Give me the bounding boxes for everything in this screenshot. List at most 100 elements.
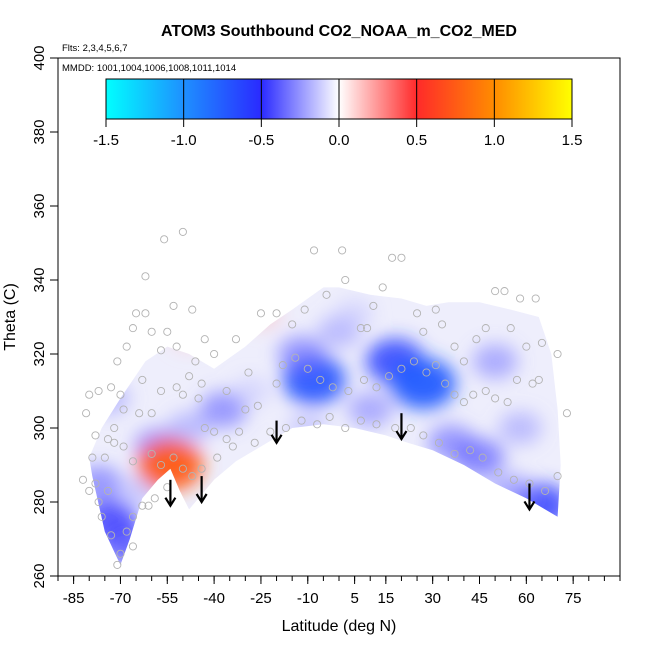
sample-point xyxy=(85,390,94,399)
sample-point xyxy=(200,423,209,433)
sample-point xyxy=(359,375,369,384)
sample-point xyxy=(553,349,562,359)
colorbar-tick-label: 1.5 xyxy=(562,132,583,149)
colorbar-tick-label: -1.5 xyxy=(93,132,119,149)
sample-point xyxy=(188,472,197,481)
sample-point xyxy=(141,309,150,318)
sample-point xyxy=(516,294,525,303)
sample-point xyxy=(528,379,537,388)
colorbar: -1.5 -1.0 -0.5 0.0 0.5 1.0 1.5 xyxy=(93,78,583,149)
sample-point xyxy=(431,361,440,370)
sample-point xyxy=(562,409,571,418)
sample-point xyxy=(553,472,562,481)
sample-point xyxy=(253,401,262,410)
sample-point xyxy=(100,453,109,462)
sample-point xyxy=(169,301,178,310)
anomaly-cell xyxy=(240,298,281,329)
y-tick-label: 340 xyxy=(31,267,48,292)
sample-point xyxy=(128,324,137,333)
sample-point xyxy=(450,342,459,351)
sample-point xyxy=(191,357,200,366)
sample-point xyxy=(128,512,137,521)
sample-point xyxy=(422,368,431,377)
sample-point xyxy=(391,423,400,433)
sample-point xyxy=(178,390,187,399)
colorbar-tick-label: 1.0 xyxy=(484,132,505,149)
x-tick-label: 60 xyxy=(518,590,535,607)
sample-point xyxy=(406,423,415,433)
x-tick-label: 30 xyxy=(424,590,441,607)
anomaly-cell xyxy=(454,438,505,477)
sample-point xyxy=(132,309,141,318)
sample-point xyxy=(156,346,166,355)
sample-point xyxy=(344,386,353,396)
sample-point xyxy=(356,324,365,333)
sample-point xyxy=(459,398,468,407)
sample-point xyxy=(128,542,137,551)
sample-point xyxy=(288,320,297,329)
sample-point xyxy=(94,386,103,396)
y-tick-label: 300 xyxy=(31,415,48,440)
colorbar-tick-label: -1.0 xyxy=(171,132,197,149)
sample-point xyxy=(116,549,125,558)
sample-point xyxy=(388,253,397,262)
x-tick-label: -55 xyxy=(156,590,178,607)
colorbar-tick-label: -0.5 xyxy=(248,132,274,149)
sample-point xyxy=(97,512,106,521)
sample-point xyxy=(172,342,181,351)
sample-point xyxy=(128,457,137,466)
sample-point xyxy=(122,342,131,351)
sample-point xyxy=(138,501,147,510)
y-tick-label: 280 xyxy=(31,489,48,514)
sample-point xyxy=(194,394,203,403)
sample-point xyxy=(272,309,281,318)
sample-point xyxy=(534,375,543,384)
x-axis-label: Latitude (deg N) xyxy=(282,618,397,635)
sample-point xyxy=(103,486,113,495)
sample-point xyxy=(94,497,103,507)
sample-point xyxy=(409,357,418,366)
sample-point xyxy=(537,338,546,347)
anomaly-cell xyxy=(335,298,374,328)
profile-arrow xyxy=(270,420,283,445)
colorbar-tick-label: 0.0 xyxy=(329,132,350,149)
sample-point xyxy=(372,420,381,429)
y-tick-label: 400 xyxy=(31,45,48,70)
anomaly-cell xyxy=(169,320,209,351)
y-tick-label: 320 xyxy=(31,341,48,366)
sample-point xyxy=(178,464,187,473)
x-tick-label: 5 xyxy=(350,590,358,607)
anomaly-cell xyxy=(89,465,123,502)
sample-point xyxy=(116,390,125,399)
anomaly-cell xyxy=(277,335,326,373)
sample-point xyxy=(281,423,290,433)
sample-point xyxy=(110,438,119,447)
sample-point xyxy=(384,372,394,381)
sample-point xyxy=(88,453,97,462)
sample-point xyxy=(210,349,219,359)
x-tick-label: -25 xyxy=(250,590,272,607)
sample-point xyxy=(156,460,166,470)
sample-point xyxy=(397,253,406,262)
sample-point xyxy=(147,449,156,458)
sample-point xyxy=(303,364,312,373)
sample-point xyxy=(235,427,244,436)
sample-point xyxy=(341,423,350,433)
sample-point xyxy=(103,435,113,444)
colorbar-tick-label: 0.5 xyxy=(406,132,427,149)
sample-point xyxy=(85,486,94,495)
sample-point xyxy=(210,427,219,436)
sample-point xyxy=(378,283,387,292)
profile-arrows xyxy=(164,413,536,512)
sample-point xyxy=(469,390,478,399)
x-tick-label: -10 xyxy=(297,590,319,607)
field-base xyxy=(89,287,561,565)
sample-point xyxy=(231,335,241,344)
sample-point xyxy=(313,420,322,429)
sample-point xyxy=(369,301,378,310)
anomaly-cell xyxy=(287,412,329,444)
sample-point xyxy=(441,379,450,388)
sample-point xyxy=(341,275,350,285)
sample-point xyxy=(419,431,428,440)
sample-point xyxy=(256,309,265,318)
